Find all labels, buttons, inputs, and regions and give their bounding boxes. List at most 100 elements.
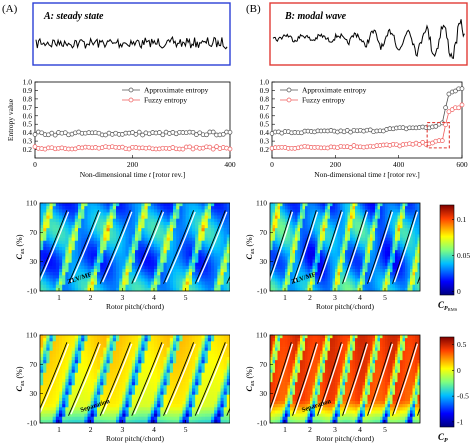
contour-cell xyxy=(68,281,72,286)
contour-cell xyxy=(204,215,209,220)
legend-label: Approximate entropy xyxy=(144,86,209,95)
contour-cell xyxy=(312,265,316,270)
contour-cell xyxy=(362,231,366,235)
contour-cell xyxy=(68,347,72,352)
contour-cell xyxy=(317,237,321,242)
contour-cell xyxy=(357,250,361,254)
x-tick-label: 3 xyxy=(120,293,124,302)
series-point-0 xyxy=(140,132,145,138)
contour-cell xyxy=(295,259,298,264)
contour-cell xyxy=(412,243,416,248)
series-point-0 xyxy=(453,88,458,94)
series-point-0 xyxy=(197,130,203,136)
contour-cell xyxy=(292,228,296,232)
contour-cell xyxy=(385,269,388,273)
contour-cell xyxy=(211,284,215,289)
contour-cell xyxy=(112,287,117,292)
contour-cell xyxy=(176,341,180,345)
contour-cell xyxy=(163,385,167,389)
contour-cell xyxy=(131,237,136,242)
series-point-0 xyxy=(459,86,465,91)
contour-cell xyxy=(397,237,401,242)
contour-cell xyxy=(173,265,177,270)
contour-cell xyxy=(350,265,353,270)
contour-cell xyxy=(103,272,107,276)
contour-cell xyxy=(282,247,286,251)
contour-cell xyxy=(375,228,378,232)
contour-cell xyxy=(138,228,142,232)
contour-cell xyxy=(128,265,133,270)
contour-cell xyxy=(141,262,145,267)
contour-cell xyxy=(74,256,79,260)
contour-cell xyxy=(198,225,202,229)
contour-cell xyxy=(305,218,308,223)
contour-cell xyxy=(270,218,273,223)
contour-cell xyxy=(71,237,76,242)
contour-cell xyxy=(74,240,79,245)
contour-cell xyxy=(59,401,63,405)
series-point-1 xyxy=(214,144,219,149)
contour-cell xyxy=(52,209,57,213)
contour-cell xyxy=(90,287,95,292)
contour-cell xyxy=(90,391,95,396)
contour-cell xyxy=(297,250,301,254)
contour-cell xyxy=(345,247,348,251)
contour-cell xyxy=(330,275,333,279)
contour-cell xyxy=(173,372,177,377)
contour-cell xyxy=(292,247,296,251)
contour-cell xyxy=(322,250,326,254)
contour-cell xyxy=(46,284,50,289)
contour-cell xyxy=(109,225,114,229)
contour-cell xyxy=(337,234,341,238)
contour-cell xyxy=(372,284,376,289)
contour-cell xyxy=(122,385,126,389)
contour-cell xyxy=(103,357,107,361)
contour-cell xyxy=(277,275,281,279)
contour-cell xyxy=(285,250,288,254)
contour-cell xyxy=(312,234,316,238)
contour-cell xyxy=(81,206,85,210)
contour-cell xyxy=(74,237,79,242)
contour-cell xyxy=(330,234,333,238)
contour-cell xyxy=(400,218,403,223)
contour-cell xyxy=(312,209,316,213)
contour-cell xyxy=(295,209,298,213)
contour-cell xyxy=(275,228,278,232)
contour-cell xyxy=(74,372,79,377)
contour-cell xyxy=(166,360,171,364)
contour-cell xyxy=(90,366,95,370)
contour-cell xyxy=(169,281,174,286)
contour-cell xyxy=(81,363,85,367)
contour-cell xyxy=(195,275,199,279)
contour-cell xyxy=(188,247,193,251)
contour-cell xyxy=(62,250,66,254)
contour-cell xyxy=(90,404,95,408)
contour-cell xyxy=(185,259,190,264)
contour-cell xyxy=(330,272,333,276)
contour-cell xyxy=(300,253,303,257)
contour-cell xyxy=(387,287,391,292)
contour-cell xyxy=(74,234,79,238)
contour-cell xyxy=(106,203,110,207)
contour-cell xyxy=(214,250,218,254)
contour-cell xyxy=(300,265,303,270)
contour-cell xyxy=(405,281,408,286)
contour-cell xyxy=(270,243,273,248)
contour-cell xyxy=(362,275,366,279)
contour-cell xyxy=(390,203,393,207)
contour-cell xyxy=(226,256,231,260)
contour-cell xyxy=(285,284,288,289)
contour-cell xyxy=(280,225,283,229)
contour-cell xyxy=(327,237,331,242)
contour-cell xyxy=(141,344,145,348)
contour-cell xyxy=(182,284,186,289)
contour-cell xyxy=(176,272,180,276)
contour-cell xyxy=(220,281,224,286)
contour-cell xyxy=(154,369,158,374)
contour-cell xyxy=(182,275,186,279)
contour-cell xyxy=(141,240,145,245)
contour-cell xyxy=(340,287,343,292)
contour-cell xyxy=(100,203,104,207)
contour-cell xyxy=(392,253,396,257)
contour-cell xyxy=(385,272,388,276)
